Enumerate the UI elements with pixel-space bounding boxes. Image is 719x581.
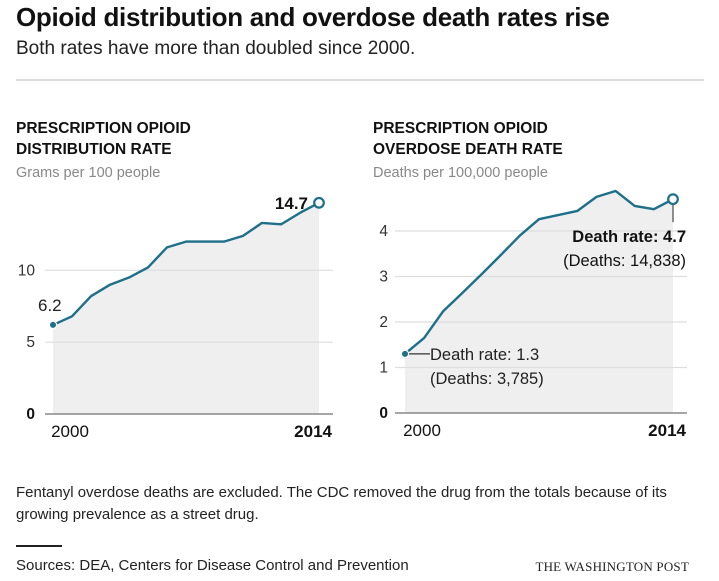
distribution-data-point: [279, 222, 283, 226]
distribution-chart-title-line-1: PRESCRIPTION OPIOID: [16, 120, 191, 137]
death-rate-area: [405, 190, 673, 413]
distribution-data-point: [89, 294, 93, 298]
distribution-data-point: [184, 240, 188, 244]
page-title: Opioid distribution and overdose death r…: [16, 2, 610, 32]
distribution-start-label: 6.2: [38, 296, 62, 315]
charts-canvas: 0 5 10 2000 2014 6.2 14.7 0 1 2 3 4 2000 2014 Death ra…: [18, 189, 687, 441]
death-rate-chart-title: PRESCRIPTION OPIOID OVERDOSE DEATH RATE: [373, 118, 563, 160]
publisher-credit: THE WASHINGTON POST: [535, 559, 689, 574]
death-rate-start-label-line: (Deaths: 3,785): [430, 370, 544, 388]
death-rate-data-point: [441, 309, 445, 313]
distribution-area: [53, 202, 319, 414]
distribution-data-point: [127, 276, 131, 280]
distribution-data-point: [203, 240, 207, 244]
death-rate-chart-title-line-1: PRESCRIPTION OPIOID: [373, 120, 548, 137]
death-rate-ytick-label: 4: [379, 223, 388, 240]
death-rate-data-point: [422, 336, 426, 340]
distribution-ytick-label: 0: [26, 406, 35, 423]
distribution-end-point: [313, 196, 325, 209]
sources-text: Sources: DEA, Centers for Disease Contro…: [16, 557, 409, 574]
distribution-chart-title-line-2: DISTRIBUTION RATE: [16, 141, 172, 158]
death-rate-end-label-line: Death rate: 4.7: [572, 228, 686, 246]
distribution-ytick-label: 10: [18, 262, 36, 279]
distribution-data-point: [165, 245, 169, 249]
distribution-data-point: [70, 314, 74, 318]
death-rate-start-point: [400, 349, 410, 359]
death-rate-data-point: [518, 234, 522, 238]
distribution-unit-label: Grams per 100 people: [16, 165, 161, 181]
death-rate-data-point: [480, 272, 484, 276]
death-rate-data-point: [575, 209, 579, 213]
distribution-start-point: [48, 320, 58, 330]
distribution-data-point: [146, 265, 150, 269]
death-rate-data-point: [633, 204, 637, 208]
death-rate-data-point: [594, 195, 598, 199]
death-rate-data-point: [652, 207, 656, 211]
distribution-data-point: [241, 234, 245, 238]
distribution-end-label: 14.7: [275, 194, 308, 213]
distribution-series-line: [52, 201, 320, 327]
distribution-data-point: [222, 240, 226, 244]
death-rate-start-label-line: Death rate: 1.3: [430, 346, 539, 364]
distribution-ytick-label: 5: [26, 334, 35, 351]
death-rate-ytick-label: 1: [379, 360, 388, 377]
death-rate-data-point: [460, 291, 464, 295]
page-subtitle: Both rates have more than doubled since …: [16, 38, 416, 59]
death-rate-xtick-label: 2000: [403, 421, 441, 440]
distribution-data-point: [260, 221, 264, 225]
death-rate-unit-label: Deaths per 100,000 people: [373, 165, 548, 181]
death-rate-end-label-line: (Deaths: 14,838): [563, 252, 686, 270]
sources-divider: [16, 545, 62, 547]
death-rate-ytick-label: 2: [379, 314, 388, 331]
distribution-xtick-label: 2014: [294, 422, 332, 441]
death-rate-series-line: [404, 189, 674, 355]
distribution-data-point: [108, 283, 112, 287]
death-rate-ytick-label: 0: [379, 405, 388, 422]
death-rate-xtick-label: 2014: [648, 421, 686, 440]
death-rate-ytick-label: 3: [379, 269, 388, 286]
death-rate-end-point: [667, 193, 679, 206]
distribution-chart-title: PRESCRIPTION OPIOID DISTRIBUTION RATE: [16, 118, 191, 160]
death-rate-data-point: [614, 189, 618, 193]
death-rate-data-point: [556, 213, 560, 217]
death-rate-data-point: [537, 217, 541, 221]
death-rate-chart-title-line-2: OVERDOSE DEATH RATE: [373, 141, 563, 158]
death-rate-data-point: [499, 253, 503, 257]
header-divider: [16, 79, 704, 81]
distribution-xtick-label: 2000: [51, 422, 89, 441]
footnote: Fentanyl overdose deaths are excluded. T…: [16, 484, 667, 523]
